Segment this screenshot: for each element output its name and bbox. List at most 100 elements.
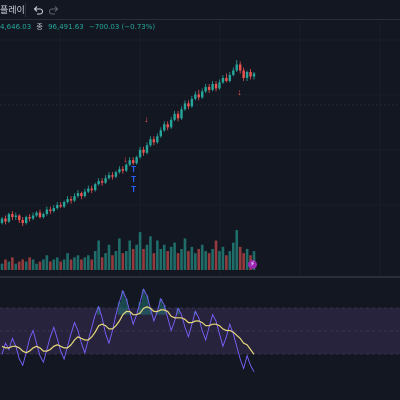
volume-bar bbox=[190, 246, 194, 270]
pane-divider[interactable] bbox=[0, 276, 400, 278]
candle-body bbox=[107, 175, 111, 179]
candle-body bbox=[183, 103, 187, 110]
candle-body bbox=[180, 109, 183, 119]
candle-body bbox=[238, 64, 242, 71]
volume-bar bbox=[83, 257, 87, 270]
candle-body bbox=[232, 70, 235, 75]
oscillator-slow-line bbox=[1, 306, 255, 355]
volume-bar bbox=[135, 244, 138, 270]
candle-body bbox=[225, 77, 228, 81]
oscillator-overbought-bar bbox=[124, 298, 128, 315]
candle-body bbox=[94, 184, 97, 191]
volume-bar bbox=[207, 253, 211, 270]
candle-body bbox=[159, 130, 162, 137]
redo-icon[interactable] bbox=[48, 4, 60, 16]
volume-bar bbox=[69, 259, 73, 270]
sell-signal: ↓ bbox=[237, 87, 242, 97]
candle-body bbox=[142, 149, 145, 153]
candle-body bbox=[245, 71, 249, 78]
volume-bar bbox=[76, 255, 80, 270]
volume-bar bbox=[180, 248, 183, 270]
volume-bar bbox=[162, 244, 166, 270]
volume-bar bbox=[14, 263, 18, 270]
candle-body bbox=[7, 214, 11, 222]
volume-bar bbox=[118, 238, 121, 270]
oscillator-overbought-bar bbox=[138, 302, 142, 315]
volume-bar bbox=[17, 261, 21, 270]
oscillator-overbought-bar bbox=[145, 295, 149, 315]
candle-body bbox=[73, 196, 76, 201]
price-legend: 4,646.03 종 96,491.63 −700.03 (−0.73%) bbox=[0, 22, 158, 34]
volume-bar bbox=[107, 244, 111, 270]
volume-bar bbox=[156, 240, 159, 270]
oscillator-fast-line bbox=[1, 288, 255, 372]
candle-body bbox=[173, 113, 176, 120]
candle-body bbox=[83, 191, 87, 197]
legend-prefix-value: 4,646.03 bbox=[0, 23, 32, 31]
volume-bar bbox=[4, 259, 7, 270]
candle-body bbox=[90, 188, 93, 191]
volume-bar bbox=[128, 240, 132, 270]
candle-body bbox=[104, 178, 107, 183]
candle-body bbox=[131, 160, 135, 164]
volume-bar bbox=[0, 263, 4, 270]
volume-bar bbox=[173, 242, 176, 270]
lightning-icon[interactable]: ⚡ bbox=[248, 260, 257, 269]
candle-body bbox=[145, 145, 149, 153]
volume-bar bbox=[73, 257, 76, 270]
volume-bar bbox=[238, 246, 242, 270]
oscillator-pane[interactable] bbox=[0, 278, 400, 400]
oscillator-lines bbox=[1, 288, 255, 372]
candle-body bbox=[128, 160, 131, 165]
candle-body bbox=[111, 175, 114, 177]
candle-body bbox=[125, 164, 128, 171]
volume-bar bbox=[166, 251, 169, 270]
candle-body bbox=[166, 124, 169, 128]
oscillator-overbought-bar bbox=[148, 308, 153, 315]
candle-body bbox=[45, 209, 49, 215]
candle-body bbox=[31, 215, 35, 219]
volume-bar bbox=[100, 257, 104, 270]
legend-change: −700.03 (−0.73%) bbox=[88, 23, 156, 31]
candle-body bbox=[207, 86, 211, 90]
volume-bar bbox=[183, 238, 187, 270]
candle-body bbox=[49, 209, 52, 212]
volume-bar bbox=[11, 257, 14, 270]
volume-bar bbox=[228, 251, 232, 270]
volume-bar bbox=[149, 236, 152, 270]
volume-bar bbox=[200, 244, 204, 270]
candle-body bbox=[169, 119, 173, 128]
oscillator-overbought-bar bbox=[117, 302, 122, 315]
buy-signal: T bbox=[131, 175, 136, 184]
candle-body bbox=[201, 91, 204, 98]
volume-bar bbox=[7, 261, 11, 270]
volume-bar bbox=[80, 259, 83, 270]
buy-signal: T bbox=[131, 185, 136, 194]
candle-body bbox=[38, 212, 42, 218]
volume-bar bbox=[111, 255, 114, 270]
volume-bar bbox=[159, 248, 163, 270]
undo-icon[interactable] bbox=[32, 4, 44, 16]
candle-body bbox=[242, 70, 245, 78]
candle-body bbox=[118, 169, 121, 173]
candle-body bbox=[97, 181, 100, 185]
candle-body bbox=[87, 188, 90, 192]
price-chart[interactable]: TTT↓↓↓ bbox=[0, 0, 400, 275]
replay-button[interactable]: 플레이 bbox=[0, 6, 25, 16]
volume-bar bbox=[66, 253, 69, 270]
candle-body bbox=[35, 212, 38, 216]
candle-body bbox=[221, 77, 225, 83]
candle-body bbox=[149, 139, 152, 146]
sell-signal: ↓ bbox=[123, 154, 128, 164]
volume-bar bbox=[28, 257, 31, 270]
candle-body bbox=[56, 205, 59, 209]
price-grid bbox=[0, 22, 400, 275]
volume-bar bbox=[169, 246, 173, 270]
candle-body bbox=[135, 157, 138, 164]
candle-body bbox=[163, 124, 166, 131]
candle-body bbox=[190, 98, 194, 107]
volume-bar bbox=[31, 259, 35, 270]
volume-bar bbox=[121, 253, 125, 270]
volume-bar bbox=[221, 246, 225, 270]
buy-signal: T bbox=[131, 165, 136, 174]
